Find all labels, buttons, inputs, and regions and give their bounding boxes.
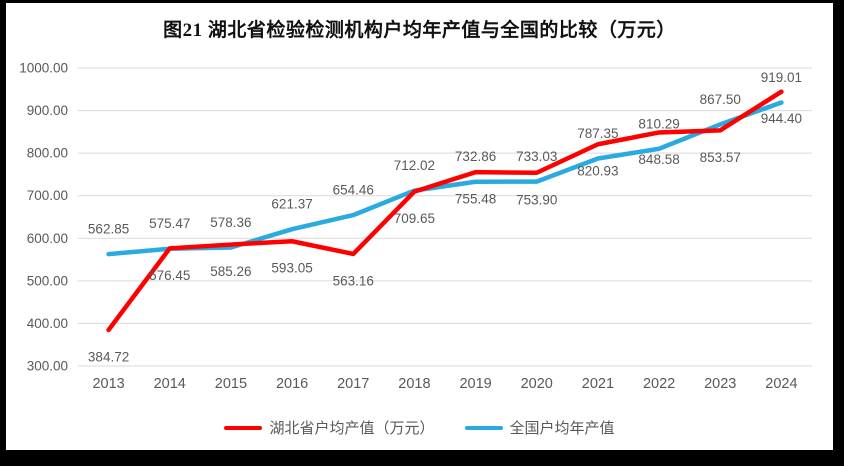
data-label: 820.93 bbox=[577, 164, 618, 179]
y-axis-tick-label: 400.00 bbox=[27, 316, 68, 331]
legend-item-hubei: 湖北省户均产值（万元） bbox=[224, 417, 435, 438]
x-axis-tick-label: 2022 bbox=[643, 376, 675, 392]
data-label: 755.48 bbox=[455, 192, 496, 207]
x-axis-tick-label: 2013 bbox=[92, 376, 124, 392]
data-label: 867.50 bbox=[700, 92, 741, 107]
data-label: 563.16 bbox=[333, 273, 374, 288]
x-axis-tick-label: 2017 bbox=[337, 376, 369, 392]
data-label: 810.29 bbox=[638, 116, 679, 131]
x-axis-tick-label: 2015 bbox=[215, 376, 247, 392]
data-label: 585.26 bbox=[210, 264, 251, 279]
data-label: 576.45 bbox=[149, 268, 190, 283]
chart-title: 图21 湖北省检验检测机构户均年产值与全国的比较（万元） bbox=[163, 20, 676, 41]
data-label: 944.40 bbox=[761, 111, 802, 126]
data-label: 787.35 bbox=[577, 126, 618, 141]
x-axis-tick-label: 2019 bbox=[459, 376, 491, 392]
data-label: 578.36 bbox=[210, 215, 251, 230]
data-label: 621.37 bbox=[271, 197, 312, 212]
x-axis-tick-label: 2023 bbox=[704, 376, 736, 392]
data-label: 753.90 bbox=[516, 192, 557, 207]
data-label: 593.05 bbox=[271, 261, 312, 276]
data-label: 575.47 bbox=[149, 216, 190, 231]
line-chart: 1000.00 900.00 800.00 700.00 600.00 500.00 400… bbox=[19, 61, 812, 392]
legend-item-national: 全国户均年产值 bbox=[464, 417, 615, 438]
legend-label-hubei: 湖北省户均产值（万元） bbox=[269, 420, 435, 437]
x-axis-tick-label: 2024 bbox=[765, 376, 797, 392]
data-label: 848.58 bbox=[638, 152, 679, 167]
data-label: 709.65 bbox=[394, 211, 435, 226]
y-axis-tick-label: 600.00 bbox=[27, 231, 68, 246]
chart-legend: 湖北省户均产值（万元） 全国户均年产值 bbox=[6, 417, 833, 438]
hubei-series-line-swatch bbox=[224, 425, 263, 430]
y-axis-tick-label: 1000.00 bbox=[19, 61, 68, 76]
y-axis-tick-label: 700.00 bbox=[27, 188, 68, 203]
data-label: 732.86 bbox=[455, 149, 496, 164]
y-axis-tick-label: 900.00 bbox=[27, 103, 68, 118]
y-axis-tick-label: 300.00 bbox=[27, 359, 68, 374]
data-label: 562.85 bbox=[88, 222, 129, 237]
chart-canvas: 图21 湖北省检验检测机构户均年产值与全国的比较（万元） 1000.00 900.… bbox=[6, 3, 833, 450]
data-label: 919.01 bbox=[761, 70, 802, 85]
x-axis-tick-label: 2021 bbox=[582, 376, 614, 392]
x-axis-tick-label: 2018 bbox=[398, 376, 430, 392]
data-label: 853.57 bbox=[700, 150, 741, 165]
data-label: 712.02 bbox=[394, 158, 435, 173]
y-axis-tick-label: 800.00 bbox=[27, 146, 68, 161]
x-axis-tick-label: 2014 bbox=[154, 376, 186, 392]
data-label: 733.03 bbox=[516, 149, 557, 164]
x-axis-tick-label: 2016 bbox=[276, 376, 308, 392]
x-axis-tick-label: 2020 bbox=[521, 376, 553, 392]
data-label: 654.46 bbox=[333, 183, 374, 198]
data-label: 384.72 bbox=[88, 349, 129, 364]
y-axis-tick-label: 500.00 bbox=[27, 273, 68, 288]
series-line-1 bbox=[106, 100, 784, 257]
series-line-0 bbox=[106, 89, 784, 333]
legend-label-national: 全国户均年产值 bbox=[509, 420, 615, 437]
national-series-line-swatch bbox=[464, 425, 503, 430]
